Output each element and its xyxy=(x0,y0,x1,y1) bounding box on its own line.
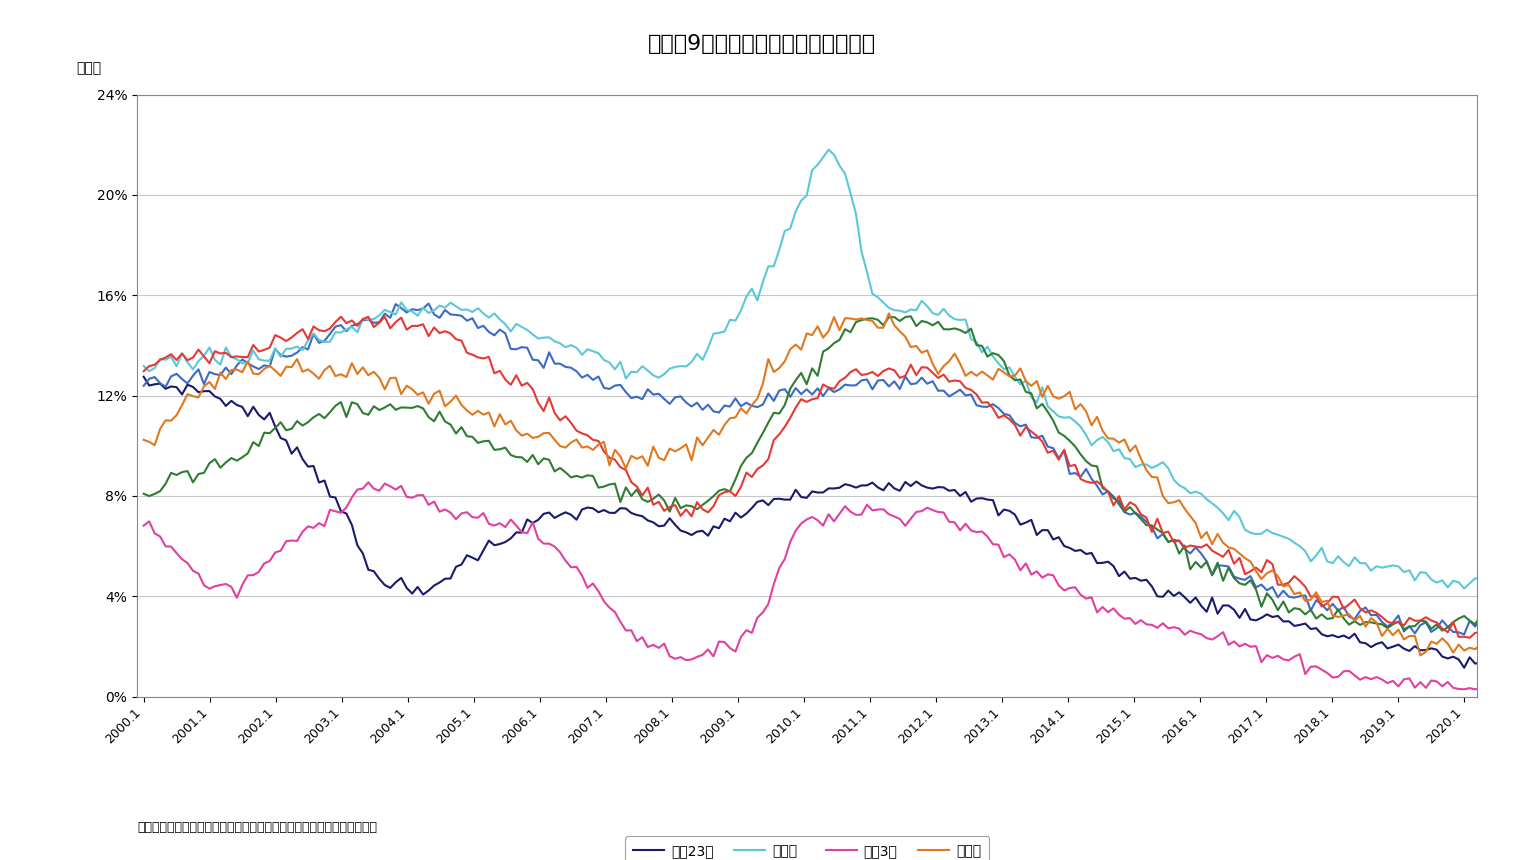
大阪市 xyxy=(545,408,564,418)
札幌市 xyxy=(775,384,793,395)
大阪市 xyxy=(1471,627,1489,637)
東京23区 xyxy=(798,493,816,503)
福岡市 xyxy=(1412,650,1430,660)
Line: 都心3区: 都心3区 xyxy=(143,482,1480,690)
福岡市 xyxy=(1471,639,1489,649)
東京23区 xyxy=(315,476,334,486)
大阪市 xyxy=(606,454,624,464)
福岡市 xyxy=(771,363,789,373)
大阪市 xyxy=(803,394,821,404)
福岡市 xyxy=(315,365,334,375)
Line: 東京23区: 東京23区 xyxy=(143,377,1480,667)
札幌市 xyxy=(1471,612,1489,623)
大阪市 xyxy=(315,326,334,336)
仙台市 xyxy=(798,191,816,201)
大阪市 xyxy=(332,311,350,322)
Line: 名古屋市: 名古屋市 xyxy=(143,316,1480,630)
Line: 仙台市: 仙台市 xyxy=(143,150,1480,588)
福岡市 xyxy=(233,367,251,378)
東京23区 xyxy=(1471,657,1489,667)
Line: 福岡市: 福岡市 xyxy=(143,314,1480,655)
福岡市 xyxy=(880,309,899,319)
札幌市 xyxy=(419,298,437,309)
Line: 大阪市: 大阪市 xyxy=(143,316,1480,638)
名古屋市 xyxy=(1433,625,1451,636)
仙台市 xyxy=(771,244,789,255)
Text: 空室率: 空室率 xyxy=(76,62,102,76)
名古屋市 xyxy=(1471,611,1489,621)
大阪市 xyxy=(134,366,152,377)
東京23区 xyxy=(233,402,251,412)
札幌市 xyxy=(1454,630,1473,640)
Text: （出所）三幸エステートの公表データを元にニッセイ基礎研究所が作成: （出所）三幸エステートの公表データを元にニッセイ基礎研究所が作成 xyxy=(137,821,378,834)
名古屋市 xyxy=(902,311,920,322)
名古屋市 xyxy=(771,408,789,419)
札幌市 xyxy=(315,335,334,346)
Legend: 東京23区, 札幌市, 仙台市, 名古屋市, 都心3区, 大阪市, 福岡市: 東京23区, 札幌市, 仙台市, 名古屋市, 都心3区, 大阪市, 福岡市 xyxy=(624,836,990,860)
大阪市 xyxy=(775,421,793,432)
札幌市 xyxy=(803,390,821,400)
仙台市 xyxy=(134,361,152,372)
札幌市 xyxy=(233,354,251,365)
札幌市 xyxy=(134,381,152,391)
都心3区 xyxy=(233,580,251,590)
大阪市 xyxy=(1461,633,1479,643)
都心3区 xyxy=(1467,685,1485,695)
都心3区 xyxy=(134,520,152,531)
札幌市 xyxy=(545,359,564,369)
都心3区 xyxy=(803,512,821,522)
仙台市 xyxy=(600,357,618,367)
東京23区 xyxy=(600,507,618,518)
Line: 札幌市: 札幌市 xyxy=(143,304,1480,635)
東京23区 xyxy=(541,507,559,518)
名古屋市 xyxy=(134,488,152,499)
仙台市 xyxy=(315,337,334,347)
福岡市 xyxy=(134,434,152,445)
名古屋市 xyxy=(798,379,816,390)
都心3区 xyxy=(359,477,378,488)
都心3区 xyxy=(1471,683,1489,693)
名古屋市 xyxy=(315,413,334,423)
名古屋市 xyxy=(233,452,251,463)
都心3区 xyxy=(606,607,624,617)
都心3区 xyxy=(775,554,793,564)
福岡市 xyxy=(600,460,618,470)
仙台市 xyxy=(541,332,559,342)
福岡市 xyxy=(541,427,559,438)
東京23区 xyxy=(134,372,152,382)
Text: 図表－9　主要都市のオフィス空室率: 図表－9 主要都市のオフィス空室率 xyxy=(647,34,876,54)
東京23区 xyxy=(1454,662,1473,673)
名古屋市 xyxy=(541,455,559,465)
大阪市 xyxy=(233,352,251,362)
都心3区 xyxy=(545,542,564,552)
名古屋市 xyxy=(600,479,618,489)
札幌市 xyxy=(606,380,624,390)
都心3区 xyxy=(315,521,334,531)
仙台市 xyxy=(1454,583,1473,593)
仙台市 xyxy=(1471,574,1489,584)
仙台市 xyxy=(819,144,838,155)
仙台市 xyxy=(233,359,251,369)
福岡市 xyxy=(798,329,816,339)
東京23区 xyxy=(771,494,789,504)
